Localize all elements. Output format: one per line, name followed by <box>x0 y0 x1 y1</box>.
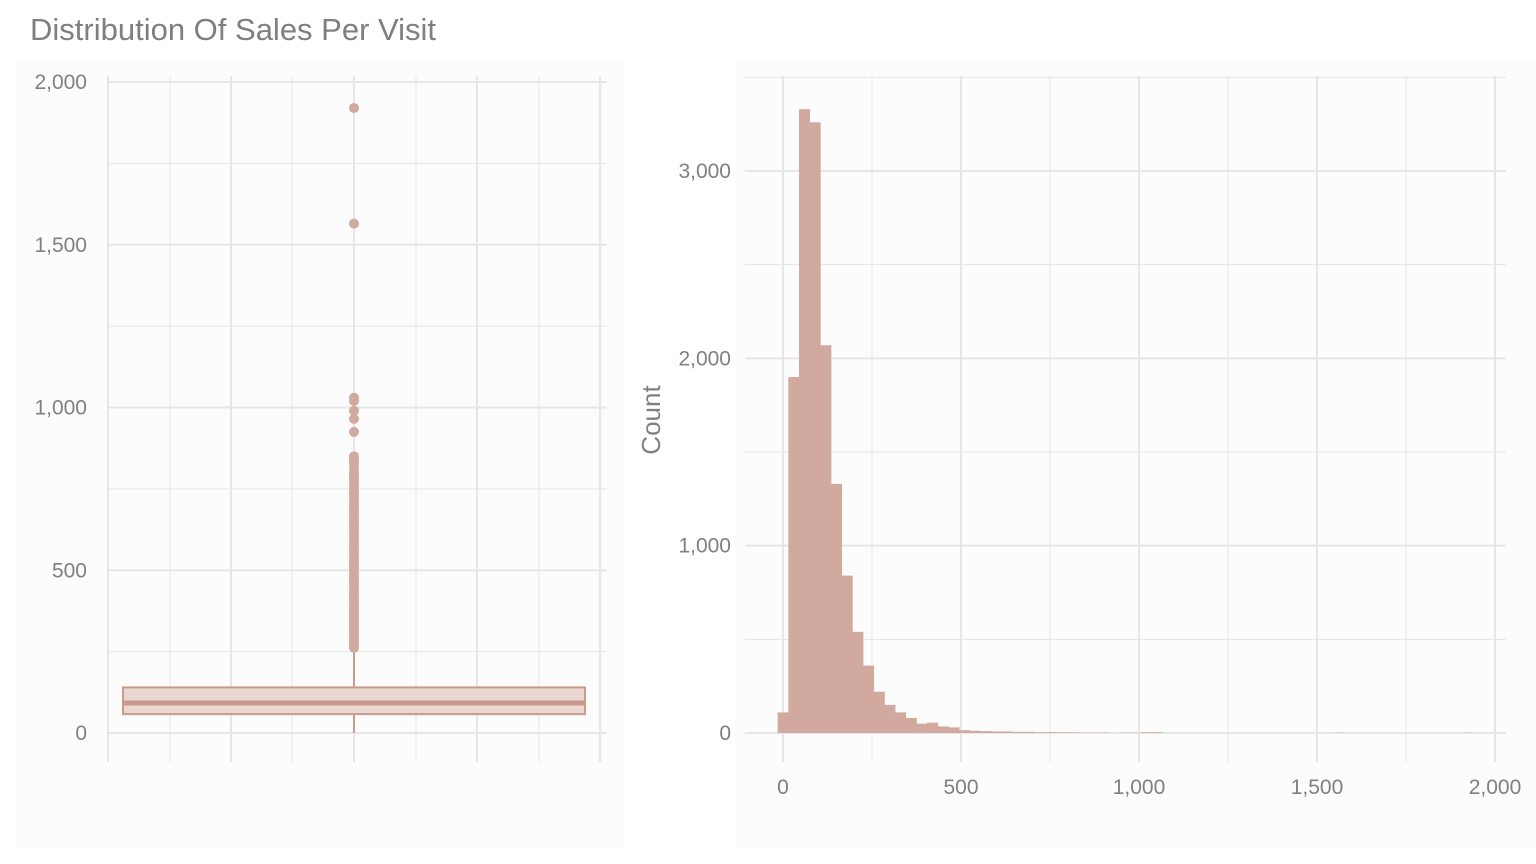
boxplot-outlier <box>349 642 359 653</box>
boxplot-outlier <box>349 218 359 229</box>
histogram-y-tick-label: 2,000 <box>678 347 731 370</box>
boxplot-y-tick-label: 500 <box>52 559 87 582</box>
histogram-bar <box>1044 732 1056 733</box>
boxplot-outlier <box>349 103 359 114</box>
histogram-bar <box>1055 732 1067 733</box>
histogram-bar <box>788 377 800 733</box>
histogram-x-tick-label: 500 <box>943 776 978 799</box>
histogram-bar <box>1012 731 1024 733</box>
histogram-bar <box>1033 732 1045 733</box>
histogram-bar <box>1001 731 1013 733</box>
histogram-bar <box>1023 731 1035 733</box>
boxplot-panel-background <box>15 60 625 848</box>
histogram-bar <box>777 712 789 733</box>
histogram-bar <box>905 718 917 733</box>
histogram-bar <box>863 665 875 733</box>
histogram-bar <box>948 727 960 733</box>
histogram-x-tick-label: 2,000 <box>1469 776 1522 799</box>
histogram-x-tick-label: 1,000 <box>1113 776 1166 799</box>
histogram-bar <box>820 345 832 733</box>
boxplot-y-tick-label: 0 <box>75 722 87 745</box>
boxplot-y-tick-label: 2,000 <box>34 71 87 94</box>
histogram-y-tick-label: 0 <box>719 722 731 745</box>
histogram-bar <box>916 723 928 733</box>
histogram-bar <box>799 109 810 734</box>
histogram-bar <box>831 483 843 733</box>
histogram-bar <box>1140 732 1152 733</box>
histogram-bar <box>980 731 992 733</box>
histogram-bar <box>841 575 853 733</box>
histogram-y-tick-label: 3,000 <box>678 160 731 183</box>
boxplot-outlier <box>349 426 359 437</box>
boxplot-panel: 0 500 1,000 1,500 2,000 <box>15 60 625 848</box>
chart-title: Distribution Of Sales Per Visit <box>30 12 436 47</box>
boxplot-outlier <box>349 405 359 416</box>
histogram-bar <box>895 712 907 733</box>
histogram-bar <box>873 691 885 733</box>
histogram-y-axis-label: Count <box>636 385 666 455</box>
histogram-y-tick-label: 1,000 <box>678 535 731 558</box>
histogram-panel: Count 0 500 1,000 1,500 2,000 0 1,000 2,000 3,00… <box>636 60 1536 848</box>
histogram-bar <box>884 704 896 733</box>
histogram-bar <box>991 731 1003 733</box>
histogram-x-tick-label: 0 <box>777 776 789 799</box>
boxplot-y-tick-label: 1,500 <box>34 234 87 257</box>
histogram-bar <box>937 726 949 733</box>
boxplot-y-tick-label: 1,000 <box>34 397 87 420</box>
histogram-bar <box>927 722 939 733</box>
histogram-bar <box>969 730 981 733</box>
histogram-bar <box>1066 732 1077 733</box>
histogram-bar <box>959 730 971 733</box>
histogram-bar <box>809 122 821 733</box>
boxplot-outlier <box>349 395 359 406</box>
histogram-x-tick-label: 1,500 <box>1291 776 1344 799</box>
boxplot-outlier <box>349 413 359 424</box>
histogram-bar <box>852 631 864 733</box>
histogram-bar <box>1151 732 1163 733</box>
